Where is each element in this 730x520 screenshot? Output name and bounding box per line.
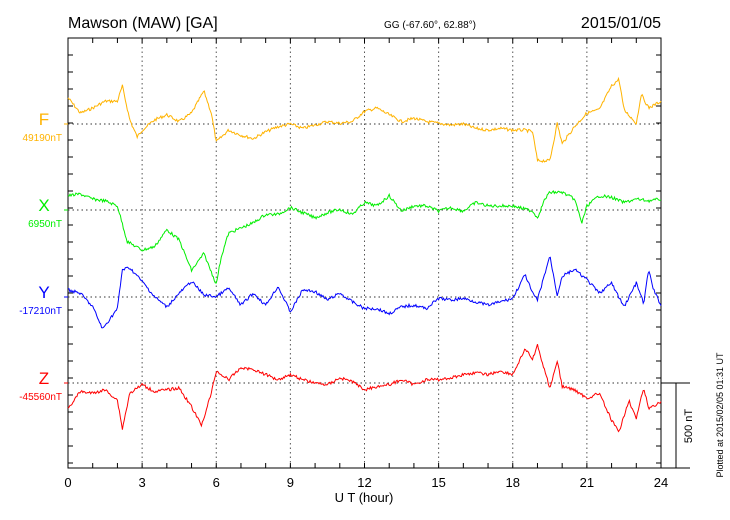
baseline-value-f: 49190nT xyxy=(23,133,62,144)
x-tick-label: 0 xyxy=(64,475,71,490)
series-name-f: F xyxy=(39,110,49,129)
station-title: Mawson (MAW) [GA] xyxy=(68,15,218,32)
series-name-z: Z xyxy=(39,369,49,388)
x-tick-label: 6 xyxy=(213,475,220,490)
baseline-value-x: 6950nT xyxy=(28,219,62,230)
series-line-f xyxy=(67,76,662,163)
x-tick-label: 18 xyxy=(506,475,520,490)
x-tick-label: 9 xyxy=(287,475,294,490)
series-line-z xyxy=(67,344,662,433)
x-tick-label: 15 xyxy=(431,475,445,490)
series-name-y: Y xyxy=(38,283,49,302)
series-line-x xyxy=(67,189,662,284)
series-line-y xyxy=(67,256,662,329)
x-tick-label: 21 xyxy=(580,475,594,490)
x-axis-label: U T (hour) xyxy=(335,490,394,505)
date: 2015/01/05 xyxy=(581,15,661,32)
scale-bar-label: 500 nT xyxy=(683,409,695,444)
series-name-x: X xyxy=(38,196,49,215)
x-tick-label: 12 xyxy=(357,475,371,490)
x-tick-label: 3 xyxy=(139,475,146,490)
baseline-value-y: -17210nT xyxy=(19,306,62,317)
x-tick-label: 24 xyxy=(654,475,668,490)
baseline-value-z: -45560nT xyxy=(19,392,62,403)
plotted-timestamp: Plotted at 2015/02/05 01:31 UT xyxy=(715,352,725,478)
coordinates: GG (-67.60°, 62.88°) xyxy=(384,20,476,31)
